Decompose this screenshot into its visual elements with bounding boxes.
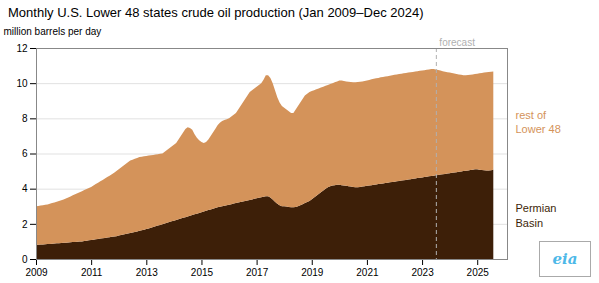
svg-text:2023: 2023 <box>411 267 434 278</box>
svg-text:2015: 2015 <box>191 267 214 278</box>
svg-text:2011: 2011 <box>81 267 103 278</box>
svg-text:forecast: forecast <box>439 37 475 48</box>
svg-text:10: 10 <box>16 78 28 89</box>
svg-text:4: 4 <box>22 183 28 194</box>
svg-text:2: 2 <box>22 219 28 230</box>
svg-text:8: 8 <box>22 113 28 124</box>
html-text:eia: eia <box>552 250 578 268</box>
svg-text:2019: 2019 <box>301 267 324 278</box>
svg-text:2009: 2009 <box>25 267 48 278</box>
svg-text:2017: 2017 <box>246 267 269 278</box>
svg-text:12: 12 <box>16 43 28 54</box>
svg-text:0: 0 <box>22 254 28 265</box>
html-text:Monthly U.S. Lower 48 states c: Monthly U.S. Lower 48 states crude oil p… <box>8 5 424 20</box>
svg-text:2025: 2025 <box>467 267 490 278</box>
svg-text:6: 6 <box>22 148 28 159</box>
svg-text:2021: 2021 <box>356 267 379 278</box>
svg-text:million barrels per day: million barrels per day <box>4 26 102 37</box>
svg-text:2013: 2013 <box>136 267 159 278</box>
svg-text:PermianBasin: PermianBasin <box>516 202 557 228</box>
svg-text:rest ofLower 48: rest ofLower 48 <box>516 109 561 135</box>
